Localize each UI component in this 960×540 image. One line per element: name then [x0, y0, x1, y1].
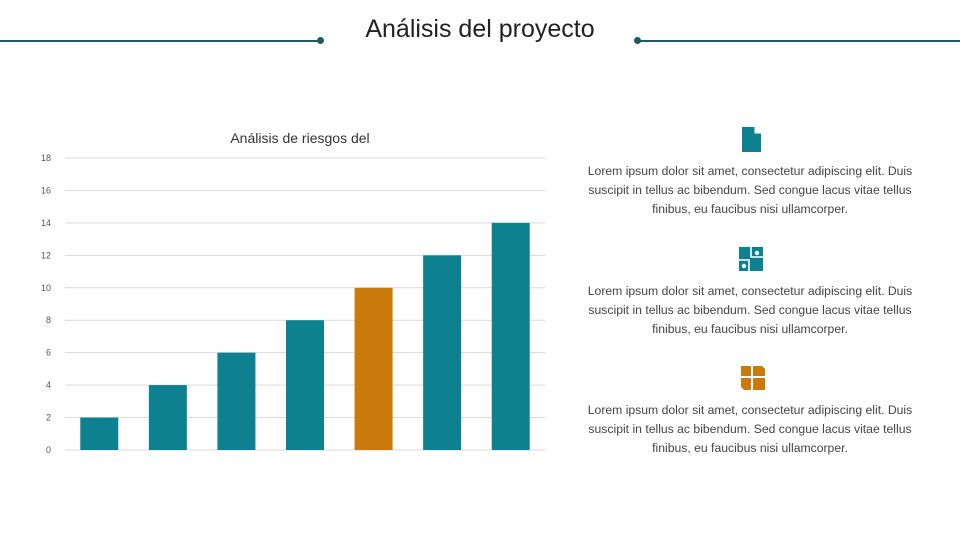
document-icon	[742, 127, 761, 152]
header-rule-right	[640, 40, 960, 42]
bar	[217, 352, 256, 450]
y-tick-label: 16	[41, 185, 51, 195]
header-dot-right	[634, 37, 641, 44]
y-tick-label: 10	[41, 283, 51, 293]
chart-bars	[80, 222, 530, 450]
y-tick-label: 0	[46, 445, 51, 455]
header-dot-left	[317, 37, 324, 44]
bar	[491, 222, 530, 450]
info-text-2: Lorem ipsum dolor sit amet, consectetur …	[587, 284, 913, 336]
y-tick-label: 4	[46, 380, 51, 390]
page-title: Análisis del proyecto	[365, 15, 595, 43]
info-text-3: Lorem ipsum dolor sit amet, consectetur …	[587, 403, 913, 455]
grid-blocks-icon	[741, 366, 765, 390]
bar	[423, 255, 462, 450]
bar-chart: Análisis de riesgos del 0 2 4 6 8 10 12 14 16 18	[41, 130, 545, 455]
y-axis-ticks: 0 2 4 6 8 10 12 14 16 18	[41, 153, 51, 455]
y-tick-label: 12	[41, 250, 51, 260]
header-rule-left	[0, 40, 318, 42]
info-text-1: Lorem ipsum dolor sit amet, consectetur …	[587, 164, 913, 216]
y-tick-label: 8	[46, 315, 51, 325]
chart-title: Análisis de riesgos del	[230, 130, 369, 146]
bar	[148, 385, 187, 450]
y-tick-label: 6	[46, 348, 51, 358]
y-tick-label: 2	[46, 413, 51, 423]
y-tick-label: 14	[41, 218, 51, 228]
bar	[354, 287, 393, 450]
bar	[80, 417, 119, 450]
puzzle-icon	[739, 247, 763, 271]
y-tick-label: 18	[41, 153, 51, 163]
bar	[286, 320, 324, 450]
header: Análisis del proyecto	[0, 0, 960, 70]
